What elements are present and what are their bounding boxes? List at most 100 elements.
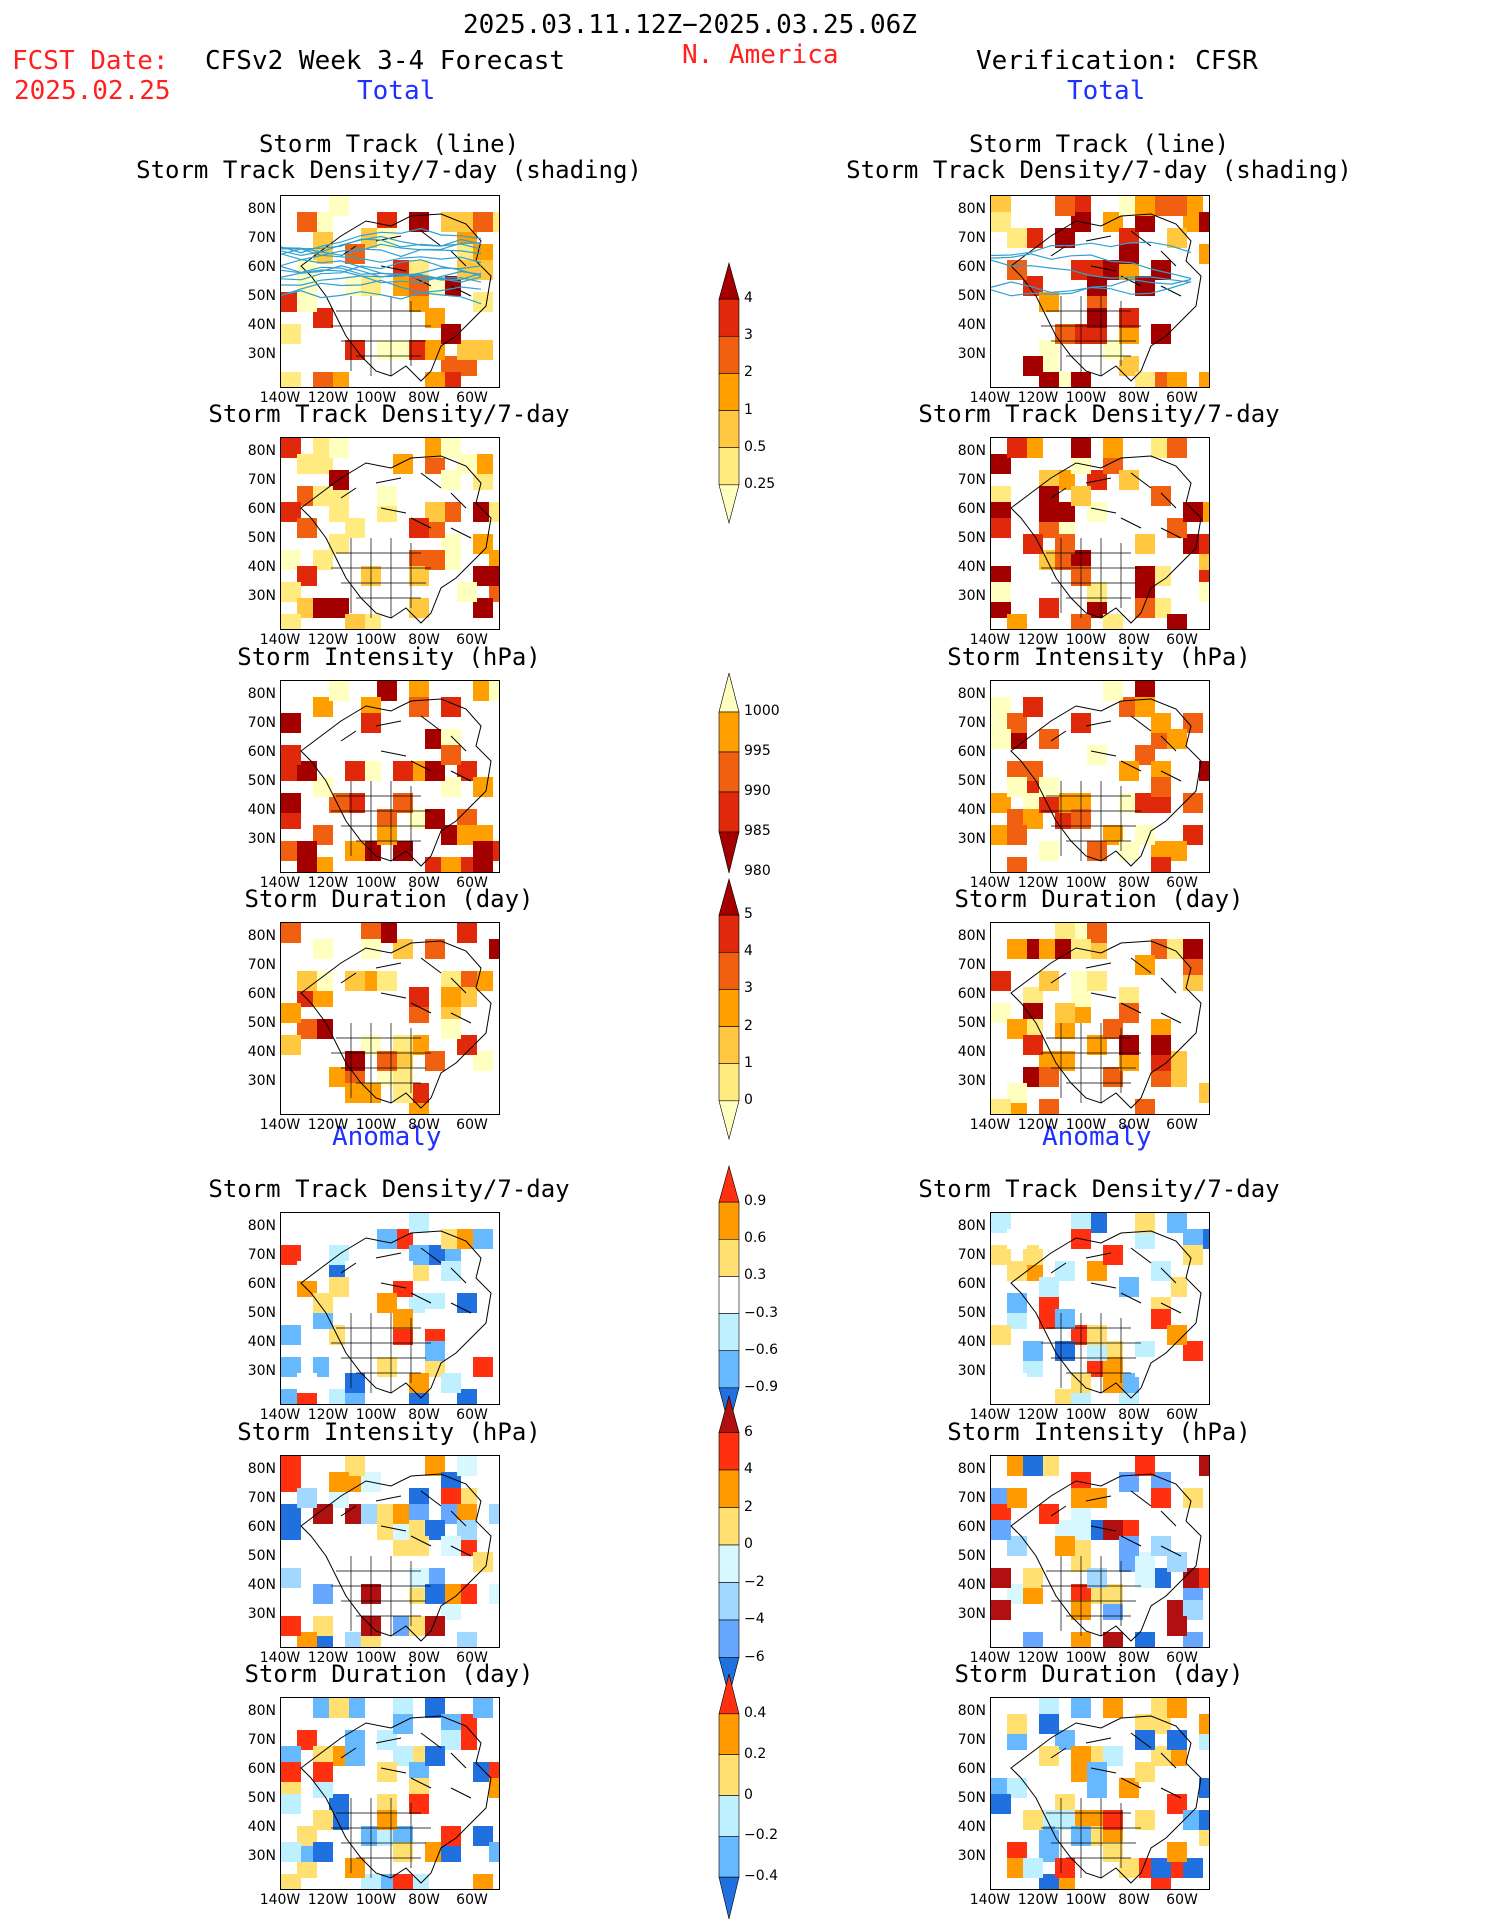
storm-track-line [991, 259, 1192, 283]
shading-cell [1103, 438, 1123, 458]
lat-tick-label: 60N [247, 1761, 276, 1777]
shading-cell [1119, 308, 1139, 328]
colorbar-segment [718, 1754, 740, 1796]
period-title: 2025.03.11.12Z−2025.03.25.06Z [463, 10, 917, 40]
shading-cell [345, 793, 365, 813]
shading-cell [1007, 1293, 1027, 1313]
coastline-detail [1050, 715, 1182, 782]
shading-cell [1199, 244, 1209, 264]
shading-cell [345, 1858, 365, 1878]
shading-cell [1103, 1842, 1123, 1862]
shading-cell [1055, 534, 1075, 554]
state-borders [331, 781, 431, 861]
colorbar-intensity_total [718, 672, 740, 874]
shading-cell [329, 1277, 349, 1297]
colorbar-segment [718, 1238, 740, 1277]
panel-title: Storm Duration (day) [954, 1660, 1244, 1688]
shading-cell [297, 1488, 317, 1508]
shading-cell [1007, 1456, 1027, 1476]
shading-cell [457, 1229, 477, 1249]
lon-tick-label: 120W [307, 1407, 349, 1423]
colorbar-label: 5 [744, 906, 753, 923]
shading-cell [281, 761, 301, 781]
shading-cell [281, 713, 301, 733]
lat-tick-label: 30N [247, 1073, 276, 1089]
shading-cell [409, 697, 429, 717]
colorbar-label: 3 [744, 980, 753, 997]
shading-cell [377, 340, 397, 360]
coastline [300, 455, 492, 624]
shading-cell [991, 1600, 1011, 1620]
shading-cell [1039, 939, 1059, 959]
shading-cell [1007, 729, 1027, 749]
total-label-left: Total [357, 76, 436, 106]
shading-cell [281, 745, 301, 765]
coastline-detail [340, 1247, 472, 1314]
lon-tick-label: 140W [969, 1892, 1011, 1908]
shading-cell [425, 308, 445, 328]
panel-title: Storm Track Density/7-day [208, 1175, 570, 1203]
shading-cell [1007, 761, 1027, 781]
shading-cell [1199, 1810, 1209, 1830]
lat-tick-label: 70N [957, 1247, 986, 1263]
shading-cell [1039, 598, 1059, 618]
lat-tick-label: 70N [957, 715, 986, 731]
shading-cell [1023, 1858, 1043, 1878]
lat-tick-label: 50N [247, 1548, 276, 1564]
shading-cell [1183, 1632, 1203, 1647]
shading-cell [1151, 1277, 1171, 1297]
shading-cell [1071, 196, 1091, 216]
lon-tick-label: 60W [456, 1407, 488, 1423]
shading-cell [1103, 1067, 1123, 1087]
lat-tick-label: 40N [957, 1577, 986, 1593]
state-borders [1041, 1023, 1141, 1103]
shading-cell [425, 372, 445, 387]
shading-cell [425, 857, 445, 872]
shading-cell [313, 987, 333, 1007]
shading-cell [489, 1842, 499, 1862]
shading-cell [281, 1568, 301, 1588]
shading-cell [991, 598, 1011, 618]
lat-tick-label: 80N [957, 1461, 986, 1477]
shading-cell [1087, 1826, 1107, 1846]
shading-cell [377, 809, 397, 829]
shading-cell [1119, 324, 1139, 344]
map-panel-density_anom-fcst [280, 1212, 500, 1405]
shading-cell [281, 1456, 301, 1476]
colorbar-segment [718, 298, 740, 337]
lon-tick-label: 100W [1065, 1117, 1107, 1133]
shading-cell [991, 212, 1011, 232]
lat-tick-label: 60N [957, 986, 986, 1002]
shading-cell [1055, 1019, 1075, 1039]
lon-tick-label: 60W [1166, 875, 1198, 891]
panel-title: Storm Track Density/7-day [918, 400, 1280, 428]
shading-cell [1039, 372, 1059, 387]
shading-cell [281, 324, 301, 344]
coastline-detail [1050, 230, 1182, 297]
shading-cell [1087, 260, 1107, 280]
shading-cell [1167, 1746, 1187, 1766]
colorbar-density_anom [718, 1165, 740, 1427]
lon-tick-label: 120W [307, 1892, 349, 1908]
shading-cell [345, 1325, 365, 1345]
shading-cell [1135, 372, 1155, 387]
lat-tick-label: 60N [247, 501, 276, 517]
coastline-detail [1050, 957, 1182, 1024]
lat-tick-label: 40N [957, 1044, 986, 1060]
lat-tick-label: 40N [247, 802, 276, 818]
shading-cell [1055, 923, 1075, 943]
shading-cell [1135, 598, 1155, 618]
shading-cell [425, 1325, 445, 1345]
shading-cell [1055, 324, 1075, 344]
shading-cell [473, 566, 493, 586]
shading-cell [377, 212, 397, 232]
shading-cell [313, 1293, 333, 1313]
colorbar-arrow-top [718, 1395, 740, 1433]
shading-cell [1039, 1456, 1059, 1476]
shading-cell [1087, 598, 1107, 618]
shading-cell [441, 987, 461, 1007]
shading-cell [1199, 502, 1209, 522]
shading-cell [281, 793, 301, 813]
shading-cell [1183, 1245, 1203, 1265]
colorbar-segment [718, 1063, 740, 1102]
